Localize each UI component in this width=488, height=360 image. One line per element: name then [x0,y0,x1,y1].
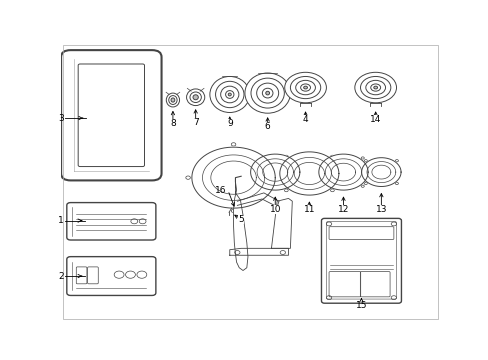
Ellipse shape [193,95,198,100]
Circle shape [272,170,278,174]
Text: 2: 2 [58,271,64,280]
Circle shape [284,189,287,192]
Circle shape [395,183,398,185]
Ellipse shape [166,93,179,107]
Text: 12: 12 [337,205,348,214]
Text: 5: 5 [238,215,244,224]
Ellipse shape [209,76,249,112]
Ellipse shape [228,93,231,96]
Circle shape [253,156,257,159]
Text: 3: 3 [58,113,64,122]
Polygon shape [233,182,247,270]
Circle shape [230,175,236,180]
Polygon shape [229,248,288,255]
Ellipse shape [244,73,290,113]
Text: 11: 11 [303,205,314,214]
FancyBboxPatch shape [61,50,161,180]
Text: 13: 13 [375,205,386,214]
Text: 6: 6 [264,122,270,131]
Polygon shape [279,152,338,195]
Polygon shape [271,198,292,248]
Circle shape [395,159,398,162]
FancyBboxPatch shape [67,257,156,296]
Circle shape [231,209,235,212]
Circle shape [364,183,366,185]
Circle shape [280,251,285,255]
Circle shape [185,176,190,179]
FancyBboxPatch shape [321,219,401,303]
Circle shape [373,86,377,89]
Circle shape [330,189,334,192]
Text: 15: 15 [355,301,366,310]
Ellipse shape [171,98,175,102]
Polygon shape [318,154,367,190]
Circle shape [361,157,364,159]
Circle shape [284,72,326,103]
Text: 10: 10 [269,205,281,214]
Circle shape [322,157,325,159]
Circle shape [276,176,281,179]
Circle shape [292,156,296,159]
Circle shape [305,171,312,176]
Ellipse shape [265,91,269,95]
Circle shape [253,185,257,188]
Polygon shape [361,158,400,186]
Circle shape [322,185,325,187]
Text: 1: 1 [58,216,64,225]
Text: 16: 16 [214,186,225,195]
Circle shape [303,86,307,89]
Circle shape [234,183,240,186]
Circle shape [340,170,346,174]
Polygon shape [191,147,275,208]
Text: 4: 4 [302,115,308,124]
Text: 8: 8 [170,119,176,128]
Text: 9: 9 [226,119,232,128]
Circle shape [354,72,396,103]
Polygon shape [250,154,299,190]
FancyBboxPatch shape [78,64,144,167]
Circle shape [378,170,383,174]
Polygon shape [237,193,279,207]
Circle shape [234,251,240,255]
Circle shape [364,159,366,162]
FancyBboxPatch shape [67,203,156,240]
Circle shape [361,185,364,187]
Circle shape [231,143,235,146]
Circle shape [330,155,334,158]
Text: 7: 7 [192,118,198,127]
Circle shape [292,185,296,188]
Text: 14: 14 [369,115,381,124]
Circle shape [284,155,287,158]
Ellipse shape [186,89,204,105]
